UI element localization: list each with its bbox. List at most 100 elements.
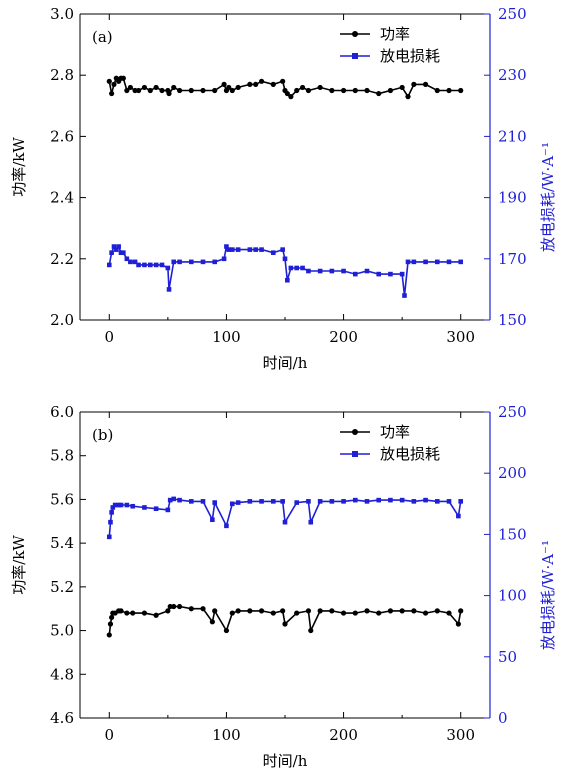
panel-a-series-loss-point <box>341 268 346 274</box>
panel-a-series-loss-point <box>259 247 264 252</box>
panel-a-series-loss-point <box>177 259 182 265</box>
panel-b-series-loss-point <box>364 499 370 504</box>
panel-a-series-loss-line <box>108 244 461 296</box>
panel-a-series-loss-point <box>142 262 147 268</box>
panel-b-series-power-point <box>124 610 130 616</box>
panel-a-series-power-point <box>352 87 358 94</box>
panel-b-series-loss-point <box>270 499 276 504</box>
panel-b-legend-label: 放电损耗 <box>380 445 440 463</box>
panel-b-series-loss-point <box>317 499 323 504</box>
panel-a-series-loss-point <box>434 259 440 265</box>
panel-b-left-tick-label: 5.6 <box>50 490 74 508</box>
panel-b-right-tick-label: 200 <box>498 464 527 482</box>
panel-b-series-power-point <box>340 610 347 616</box>
panel-b-left-tick-label: 5.8 <box>50 447 74 465</box>
panel-a-series-loss-point <box>212 259 218 265</box>
panel-b-series-loss-point <box>229 501 235 507</box>
panel-b-series-loss-point <box>306 499 311 504</box>
panel-b-left-tick-label: 6.0 <box>50 403 74 421</box>
panel-b-series-loss-point <box>106 534 112 540</box>
panel-a-series-power-point <box>434 87 440 94</box>
panel-b-series-loss-point <box>388 497 393 503</box>
panel-a-series-power-point <box>270 81 276 87</box>
panel-a-series-power-point <box>253 81 259 87</box>
panel-b-series-loss-point <box>282 519 288 525</box>
panel-b-series-power-point <box>280 608 286 614</box>
panel-a-series-loss-point <box>253 247 259 252</box>
panel-a-series-power-point <box>258 78 265 84</box>
panel-b-series-power-point <box>171 603 177 610</box>
panel-b-series-loss-point <box>224 523 229 529</box>
panel-b-series-loss-point <box>247 499 253 504</box>
panel-b-series-power-point <box>229 610 235 616</box>
panel-a-series-power-point <box>305 87 312 94</box>
panel-b-series-power-point <box>106 632 112 638</box>
panel-b-right-tick-label: 100 <box>498 587 527 605</box>
panel-b-panel-label: (b) <box>92 426 113 444</box>
panel-a-series-loss-point <box>399 271 405 277</box>
panel-b-series-power-point <box>118 608 124 614</box>
panel-b-series-power-point <box>305 608 312 614</box>
panel-a-x-tick-label: 100 <box>212 328 241 346</box>
panel-b-series-loss-point <box>210 517 215 523</box>
panel-b-left-tick-label: 4.6 <box>50 709 74 727</box>
panel-a-series-loss-point <box>153 262 159 268</box>
panel-a-series-power-point <box>399 84 405 91</box>
panel-b-series-loss-point <box>280 499 285 504</box>
panel-a-legend-marker <box>352 53 358 59</box>
panel-a-series-power-point <box>120 75 126 81</box>
panel-a-right-tick-label: 150 <box>498 311 527 329</box>
panel-b-left-axis-title: 功率/kW <box>10 535 28 595</box>
panel-a-series-power-point <box>405 94 411 100</box>
panel-a-left-tick-label: 2.8 <box>50 66 74 84</box>
panel-a-left-tick-label: 2.4 <box>50 189 74 207</box>
panel-a-x-tick-label: 0 <box>105 328 115 346</box>
panel-a-series-loss-point <box>188 259 194 265</box>
panel-b-series-power-point <box>223 627 230 634</box>
panel-a-series-loss-point <box>166 287 172 292</box>
panel-b-series-power-point <box>376 610 382 616</box>
panel-b-series-loss-point <box>188 499 194 504</box>
panel-b-series-loss-point <box>108 519 113 525</box>
panel-b-x-axis-title: 时间/h <box>263 752 308 770</box>
panel-b-series-power-point <box>294 610 300 616</box>
panel-a-series-power-point <box>329 87 335 94</box>
panel-a-series-loss-point <box>317 268 323 274</box>
panel-b-series-power-point <box>458 608 464 614</box>
panel-a-series-power-point <box>171 84 177 91</box>
panel-a-series-loss-point <box>306 268 311 274</box>
panel-b-series-loss-point <box>411 499 417 504</box>
panel-a-series-power-point <box>364 87 370 94</box>
panel-a-right-tick-label: 210 <box>498 127 527 145</box>
panel-b-series-power-point <box>308 627 314 634</box>
panel-a-series-power-line <box>108 76 461 99</box>
panel-b-series-loss-point <box>352 497 358 503</box>
panel-a-series-power-point <box>317 84 323 91</box>
panel-b-series-power-point <box>282 621 288 627</box>
panel-a-series-loss-point <box>128 259 133 265</box>
panel-a-series-loss-point <box>288 265 294 271</box>
panel-a-series-power-point <box>340 87 347 94</box>
panel-a-series-power-point <box>299 84 306 91</box>
panel-a-series-loss-point <box>118 250 124 255</box>
panel-b-left-tick-label: 5.0 <box>50 622 74 640</box>
panel-b-x-tick-label: 300 <box>446 726 475 744</box>
panel-a-series-power-point <box>141 84 148 91</box>
panel-a-x-tick-label: 300 <box>446 328 475 346</box>
panel-b-series-loss-point <box>118 502 124 508</box>
panel-a-panel-label: (a) <box>92 28 113 46</box>
panel-b-series-power-point <box>434 608 440 614</box>
panel-b-series-power-point <box>247 608 253 614</box>
panel-a-series-loss-point <box>270 250 276 255</box>
panel-b-series-loss-point <box>376 497 382 503</box>
panel-b-right-tick-label: 0 <box>498 709 508 727</box>
panel-a-left-axis-title: 功率/kW <box>10 137 28 197</box>
panel-b-series-power-point <box>258 608 265 614</box>
panel-a-series-power-point <box>127 84 133 91</box>
panel-a-series-power-point <box>159 87 165 94</box>
panel-a-series-loss-point <box>106 262 112 268</box>
panel-b-series-loss-point <box>341 499 346 504</box>
panel-b-series-loss-point <box>329 499 335 504</box>
panel-b-legend-marker <box>352 429 358 435</box>
panel-b-right-tick-label: 150 <box>498 525 527 543</box>
